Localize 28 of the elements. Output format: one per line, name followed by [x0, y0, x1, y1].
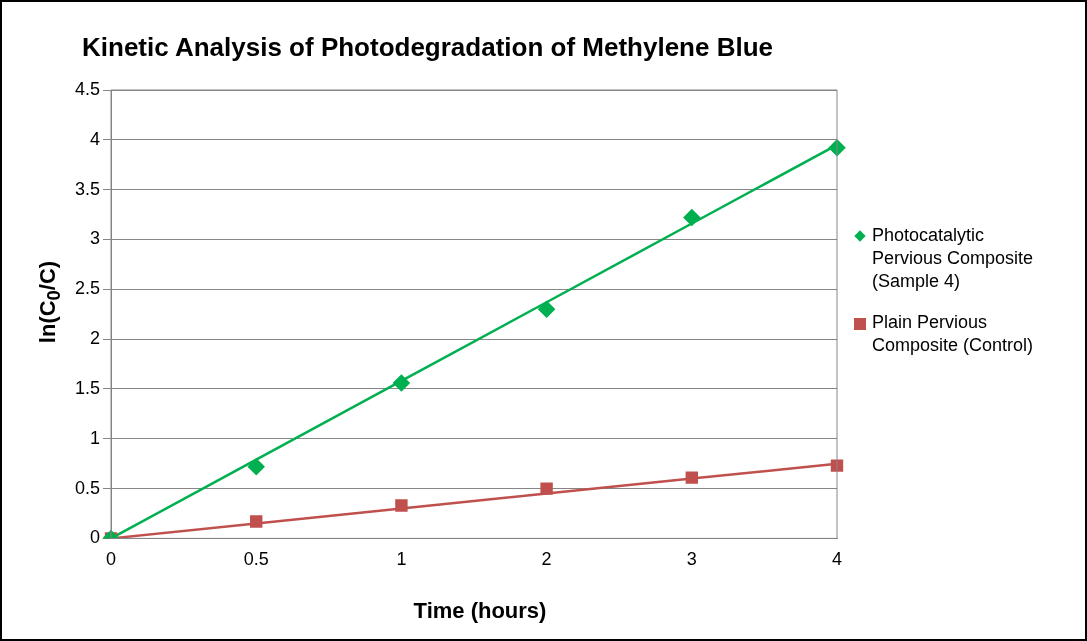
point	[685, 471, 698, 484]
y-tick-label: 1.5	[74, 377, 101, 398]
x-tick-label: 4	[831, 549, 843, 570]
point	[393, 374, 410, 392]
x-tick-label: 2	[541, 549, 552, 570]
x-tick-label: 0	[106, 549, 117, 570]
y-tick-label: 2.5	[74, 278, 101, 299]
x-tick-label: 0.5	[243, 549, 269, 570]
point	[250, 515, 263, 528]
y-tick-label: 3	[90, 228, 101, 249]
point	[538, 300, 555, 318]
y-tick-label: 4.5	[74, 78, 101, 99]
y-tick-label: 0	[90, 527, 101, 548]
point	[540, 482, 553, 495]
y-tick-label: 4	[90, 128, 101, 149]
y-tick-label: 1	[90, 427, 101, 448]
chart-title: Kinetic Analysis of Photodegradation of Methylene Blue	[82, 32, 774, 63]
point	[395, 499, 408, 512]
y-tick-label: 2	[90, 328, 101, 349]
point	[247, 458, 265, 475]
x-axis-title: Time (hours)	[413, 598, 547, 624]
x-tick-label: 3	[686, 549, 697, 570]
point	[683, 209, 701, 226]
x-tick-label: 1	[396, 549, 407, 570]
legend-label: Plain Pervious Composite (Control)	[872, 311, 1035, 357]
y-tick-label: 0.5	[74, 477, 101, 498]
legend-label: Photocatalytic Pervious Composite (Sample 4)	[872, 224, 1035, 293]
y-tick-label: 3.5	[74, 178, 101, 199]
